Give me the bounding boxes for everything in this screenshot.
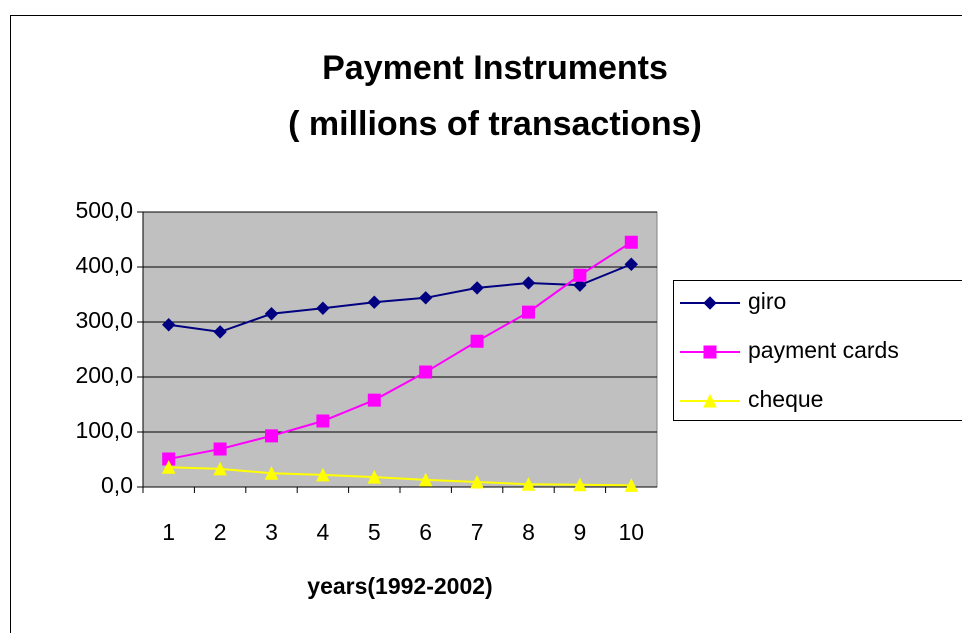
point [316, 301, 330, 315]
point [419, 365, 433, 379]
point [624, 257, 639, 271]
x-tick-label: 8 [522, 519, 535, 545]
point [573, 278, 587, 292]
legend-marker [703, 345, 717, 359]
y-tick-label: 200,0 [75, 362, 133, 388]
point [418, 291, 433, 305]
point [161, 460, 176, 474]
y-tick-label: 400,0 [75, 252, 133, 278]
legend-marker [703, 393, 717, 408]
point [213, 442, 227, 456]
x-tick-label: 6 [419, 519, 432, 545]
chart-title: Payment Instruments [322, 49, 668, 87]
point [161, 318, 176, 332]
series-line [168, 466, 632, 487]
point [522, 305, 535, 319]
point [418, 472, 433, 487]
x-tick-label: 9 [574, 519, 587, 545]
x-tick-label: 1 [162, 519, 175, 545]
point [162, 452, 176, 466]
legend-label: cheque [748, 386, 823, 412]
x-tick-label: 2 [214, 519, 227, 545]
x-tick-label: 10 [619, 519, 645, 545]
legend-label: payment cards [748, 337, 899, 363]
point [213, 461, 227, 476]
point [521, 276, 536, 290]
point [264, 466, 279, 480]
point [470, 334, 484, 348]
y-tick-label: 100,0 [75, 417, 133, 443]
x-tick-label: 3 [265, 519, 278, 545]
x-tick-label: 4 [317, 519, 330, 545]
point [316, 467, 330, 482]
y-tick-label: 0,0 [101, 472, 133, 498]
point [470, 474, 484, 489]
series-line [168, 241, 632, 460]
point [470, 281, 484, 295]
y-tick-label: 300,0 [75, 307, 133, 333]
point [367, 295, 382, 309]
point [573, 477, 587, 492]
point [573, 268, 587, 282]
point [367, 393, 381, 407]
legend-marker [703, 296, 717, 310]
chart-border [10, 15, 962, 633]
x-axis-title: years(1992-2002) [307, 573, 492, 599]
point [213, 325, 227, 339]
point [265, 429, 278, 443]
x-tick-label: 7 [471, 519, 484, 545]
point [624, 478, 639, 492]
x-tick-label: 5 [368, 519, 381, 545]
legend-label: giro [748, 288, 786, 314]
y-tick-label: 500,0 [75, 197, 133, 223]
chart-subtitle: ( millions of transactions) [288, 105, 702, 143]
point [367, 469, 382, 484]
point [521, 477, 536, 491]
point [316, 414, 330, 428]
series-line [168, 263, 632, 333]
point [264, 307, 279, 321]
point [624, 235, 638, 249]
